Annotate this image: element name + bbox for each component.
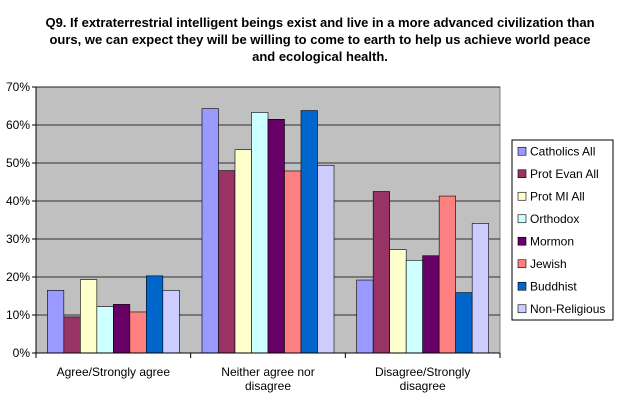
legend-label: Prot Evan All xyxy=(530,167,599,181)
bar xyxy=(356,279,374,354)
legend-swatch xyxy=(517,281,527,291)
bar xyxy=(300,110,318,354)
legend-label: Prot MI All xyxy=(530,189,585,203)
bar xyxy=(389,249,407,354)
legend-box xyxy=(511,139,614,321)
bar xyxy=(455,292,473,354)
legend-label: Orthodox xyxy=(530,212,579,226)
legend-swatch xyxy=(517,191,527,201)
bar xyxy=(422,255,440,354)
plot-area: 0% 10% 20% 30% 40% 50% 60% 70% Agree/Strongly ag… xyxy=(6,80,501,393)
legend-label: Catholics All xyxy=(530,144,595,158)
y-tick-label: 30% xyxy=(6,232,30,246)
bar xyxy=(438,195,456,354)
bar xyxy=(80,279,98,354)
legend-swatch xyxy=(517,169,527,179)
legend-label: Jewish xyxy=(530,257,567,271)
bar xyxy=(113,304,131,354)
x-category-label: Disagree/Strongly disagree xyxy=(375,365,470,393)
y-tick-label: 10% xyxy=(6,308,30,322)
bar xyxy=(47,289,65,354)
bar xyxy=(218,170,236,354)
bar xyxy=(129,311,147,354)
bar xyxy=(96,306,114,354)
bar xyxy=(405,259,423,354)
y-tick-label: 40% xyxy=(6,194,30,208)
legend-swatch xyxy=(517,259,527,269)
x-category-label: Agree/Strongly agree xyxy=(57,365,171,379)
legend-label: Buddhist xyxy=(530,279,577,293)
y-tick-label: 0% xyxy=(13,346,31,360)
bar xyxy=(372,191,390,354)
bar xyxy=(63,316,81,354)
bar xyxy=(317,164,335,354)
y-tick-label: 70% xyxy=(6,80,30,94)
bar xyxy=(251,112,269,354)
legend: Catholics All Prot Evan All Prot MI All Ort… xyxy=(511,139,614,321)
bar xyxy=(146,275,164,354)
bar xyxy=(201,108,219,354)
legend-swatch xyxy=(517,304,527,314)
y-tick-label: 60% xyxy=(6,118,30,132)
y-tick-label: 50% xyxy=(6,156,30,170)
bar xyxy=(471,223,489,354)
legend-swatch xyxy=(517,214,527,224)
legend-label: Mormon xyxy=(530,234,574,248)
bar xyxy=(234,149,252,354)
legend-swatch xyxy=(517,146,527,156)
y-tick-label: 20% xyxy=(6,270,30,284)
bar xyxy=(267,119,285,354)
legend-swatch xyxy=(517,236,527,246)
bar xyxy=(162,289,180,354)
legend-label: Non-Religious xyxy=(530,302,605,316)
bar xyxy=(284,170,302,354)
x-category-label: Neither agree nor disagree xyxy=(221,365,314,393)
chart-title: Q9. If extraterrestrial intelligent bein… xyxy=(45,15,595,64)
